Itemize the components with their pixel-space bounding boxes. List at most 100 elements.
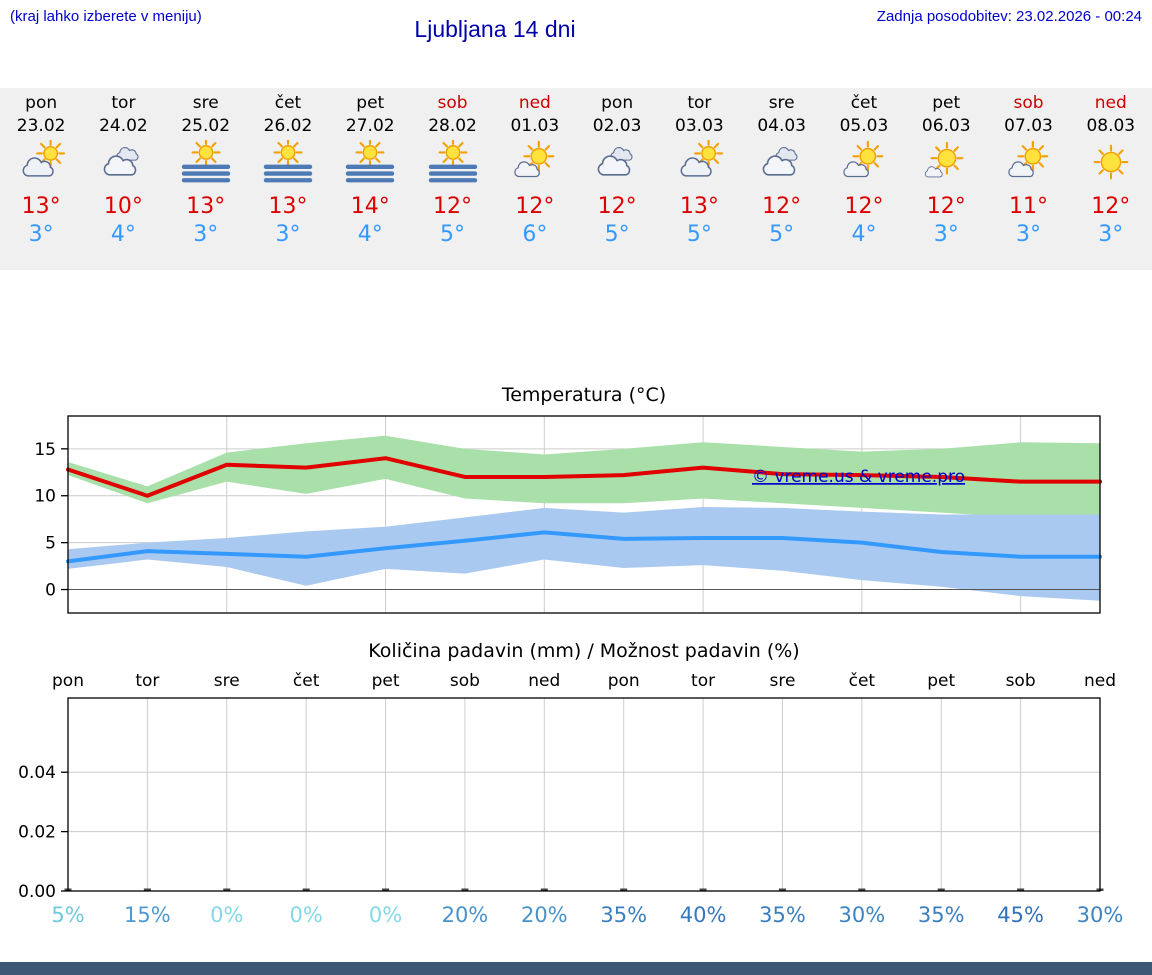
high-temp: 14° <box>350 194 390 219</box>
precip-day-label: čet <box>293 671 320 691</box>
mostly-sunny-glyph <box>925 141 964 178</box>
sun-fog-icon <box>165 137 247 190</box>
menu-note: (kraj lahko izberete v meniju) <box>10 8 202 25</box>
temperature-chart: 0 5 10 15 © vreme.us & vreme.pro <box>34 415 1102 614</box>
low-temp: 3° <box>275 222 301 247</box>
high-temp: 10° <box>103 194 143 219</box>
forecast-day: čet 26.02 13° 3° <box>247 88 329 270</box>
precip-day-label: sob <box>450 671 480 691</box>
temp-line-max <box>66 456 1102 498</box>
day-name: sob <box>437 93 468 113</box>
forecast-day: čet 05.03 12° 4° <box>823 88 905 270</box>
sun-shape <box>438 137 468 167</box>
temp-frame <box>67 415 1101 614</box>
low-temp: 4° <box>357 222 383 247</box>
forecast-day: sob 07.03 11° 3° <box>987 88 1069 270</box>
cloud-shape <box>610 147 633 161</box>
cloudy-glyph <box>762 147 798 176</box>
day-name: sob <box>1013 93 1044 113</box>
precip-probability: 30% <box>839 903 886 927</box>
precip-plot: pon tor sre čet pet sob ned pon tor sre čet pet sob n… <box>18 671 1123 927</box>
low-temp: 5° <box>769 222 795 247</box>
day-name: sre <box>192 93 219 113</box>
precip-frame <box>67 697 1101 892</box>
temp-band-min <box>68 506 1100 601</box>
high-temp: 12° <box>762 194 802 219</box>
forecast-day: sob 28.02 12° 5° <box>411 88 493 270</box>
precip-probability: 40% <box>680 903 727 927</box>
day-date: 04.03 <box>757 116 806 136</box>
day-name: tor <box>111 93 136 113</box>
sun-fog-glyph <box>346 137 395 183</box>
cloud-shape <box>22 157 54 177</box>
sun-shape <box>1093 144 1129 180</box>
fog-bars <box>263 164 313 183</box>
low-temp: 3° <box>28 222 54 247</box>
precip-ytick-label: 0.00 <box>18 882 56 902</box>
partly-cloudy-icon <box>0 138 82 190</box>
cloud-shape <box>762 155 795 176</box>
precip-day-label: pet <box>372 671 400 691</box>
cloud-shape <box>925 166 943 178</box>
watermark-link[interactable]: © vreme.us & vreme.pro <box>752 467 965 487</box>
temp-ytick-label: 15 <box>34 440 56 460</box>
sun-fog-icon <box>329 137 411 190</box>
precip-gridlines <box>68 698 1100 891</box>
day-date: 24.02 <box>99 116 148 136</box>
precip-ytick-label: 0.04 <box>18 763 56 783</box>
high-temp: 13° <box>268 194 308 219</box>
precip-bar <box>620 888 628 891</box>
partly-sunny-glyph <box>514 140 555 178</box>
forecast-day: pet 06.03 12° 3° <box>905 88 987 270</box>
cloudy-glyph <box>104 147 139 176</box>
precip-bar <box>302 888 310 891</box>
cloud-shape <box>116 147 139 161</box>
sun-shape <box>273 137 303 167</box>
day-date: 27.02 <box>345 116 395 136</box>
cloud-shape <box>104 155 137 176</box>
partly-cloudy-icon <box>658 138 740 190</box>
precip-probability: 0% <box>210 903 243 927</box>
precip-bar <box>540 888 548 891</box>
precip-probability: 35% <box>759 903 806 927</box>
day-date: 28.02 <box>428 116 477 136</box>
partly-sunny-icon <box>823 140 905 190</box>
precip-day-label: pon <box>608 671 640 691</box>
fog-bars <box>346 164 395 183</box>
page-title: Ljubljana 14 dni <box>414 16 576 42</box>
mostly-sunny-icon <box>905 140 987 190</box>
sun-fog-icon <box>411 137 493 190</box>
precip-bar <box>778 888 786 891</box>
low-temp: 3° <box>933 222 959 247</box>
cloud-shape <box>843 161 869 178</box>
forecast-day: ned 08.03 12° 3° <box>1070 88 1152 270</box>
precip-day-label: čet <box>849 671 876 691</box>
sun-shape <box>191 137 221 167</box>
day-date: 25.02 <box>181 116 231 136</box>
low-temp: 4° <box>851 222 877 247</box>
cloudy-icon <box>82 140 164 190</box>
low-temp: 4° <box>110 222 136 247</box>
forecast-strip: pon 23.02 13° 3° tor 24.02 10° 4° sre 25.02 13° 3° č… <box>0 88 1152 270</box>
precip-bar <box>382 888 390 891</box>
precip-day-label: tor <box>691 671 715 691</box>
precip-day-label: sre <box>214 671 240 691</box>
precip-probability: 0% <box>369 903 402 927</box>
high-temp: 12° <box>597 194 637 219</box>
forecast-day: sre 25.02 13° 3° <box>165 88 247 270</box>
precip-bar <box>858 888 866 891</box>
cloud-shape <box>597 155 631 176</box>
precip-probability: 5% <box>51 903 84 927</box>
forecast-day: pon 02.03 12° 5° <box>576 88 658 270</box>
partly-sunny-glyph <box>1007 140 1048 178</box>
temp-ytick-label: 0 <box>45 581 56 601</box>
sun-fog-icon <box>247 137 329 190</box>
precip-probability: 30% <box>1077 903 1124 927</box>
day-date: 05.03 <box>839 116 889 136</box>
partly-sunny-icon <box>987 140 1069 190</box>
sun-fog-glyph <box>263 137 313 183</box>
high-temp: 13° <box>186 194 226 219</box>
high-temp: 13° <box>679 194 719 219</box>
day-name: pet <box>932 93 961 113</box>
day-name: tor <box>687 93 712 113</box>
